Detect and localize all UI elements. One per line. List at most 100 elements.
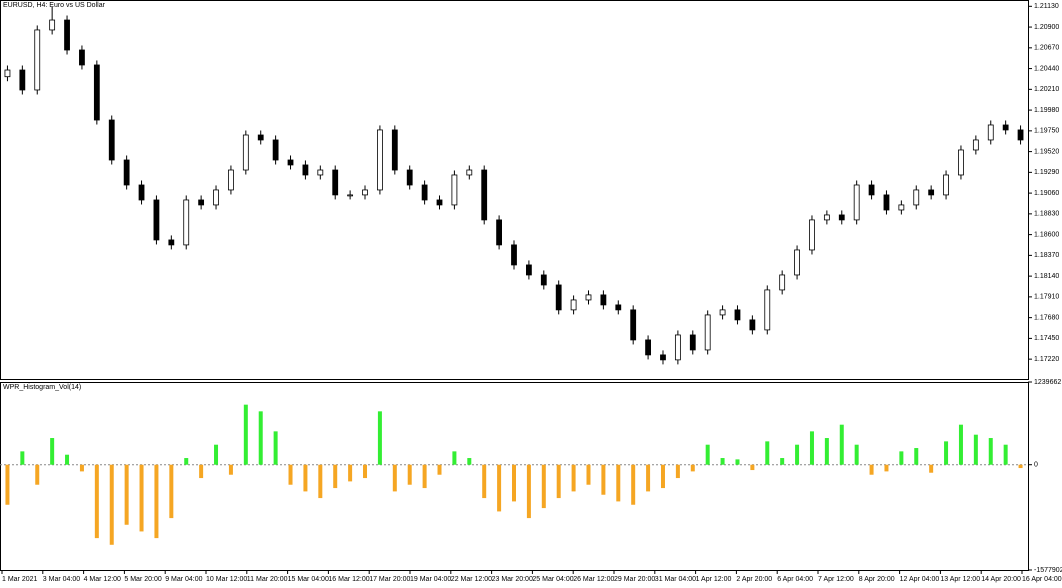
y-tick-label: 1.19980	[1034, 107, 1059, 114]
y-tick-label: 1.20440	[1034, 65, 1059, 72]
histogram-bar	[348, 464, 353, 482]
candle-body	[972, 139, 979, 151]
histogram-bar	[854, 444, 859, 465]
y-tick-label: 1239662	[1034, 379, 1061, 386]
histogram-bar	[243, 404, 248, 465]
histogram-bar	[65, 454, 70, 465]
x-tick-label: 16 Apr 04:00	[1022, 576, 1062, 583]
histogram-bar	[795, 444, 800, 465]
histogram-bar	[318, 464, 323, 499]
candle-body	[823, 214, 830, 221]
histogram-bar	[288, 464, 293, 485]
histogram-bar	[512, 464, 516, 502]
candle-body	[138, 184, 145, 201]
histogram-bar	[422, 464, 427, 489]
candle-body	[853, 184, 860, 221]
histogram-bar	[258, 411, 263, 465]
histogram-bar	[154, 464, 159, 539]
histogram-bar	[452, 451, 457, 465]
histogram-bar	[675, 464, 680, 479]
histogram-bar	[169, 464, 174, 519]
y-tick-label: 1.18370	[1034, 252, 1059, 259]
histogram-bar	[228, 464, 233, 475]
candle-body	[481, 169, 488, 221]
x-tick-label: 25 Mar 04:00	[532, 576, 573, 583]
chart-title: EURUSD, H4: Euro vs US Dollar	[3, 2, 106, 9]
histogram-bar	[929, 464, 934, 473]
histogram-bar	[914, 448, 919, 465]
histogram-bar	[407, 464, 412, 485]
histogram-bar	[541, 464, 546, 509]
y-tick-label: 1.17220	[1034, 356, 1059, 363]
x-tick-label: 1 Apr 12:00	[696, 576, 732, 583]
histogram-bar	[646, 464, 651, 492]
x-tick-label: 8 Apr 20:00	[859, 576, 895, 583]
y-tick-label: 1.19750	[1034, 128, 1059, 135]
x-tick-label: 13 Apr 12:00	[940, 576, 980, 583]
histogram-bar	[437, 464, 442, 475]
candle-body	[749, 319, 756, 331]
candle-body	[1017, 129, 1024, 141]
y-tick-label: 1.19520	[1034, 148, 1059, 155]
candle-body	[928, 189, 935, 196]
candle-body	[600, 294, 607, 306]
histogram-bar	[5, 464, 10, 505]
x-tick-label: 5 Mar 20:00	[124, 576, 161, 583]
candle-body	[362, 189, 368, 196]
candle-body	[645, 339, 651, 356]
candle-body	[630, 309, 637, 341]
x-tick-label: 10 Mar 12:00	[206, 576, 247, 583]
histogram-bar	[735, 459, 740, 465]
y-tick-label: 1.19060	[1034, 190, 1059, 197]
candle-body	[540, 274, 547, 286]
histogram-bar	[467, 458, 472, 465]
candle-body	[511, 244, 517, 266]
histogram-bar	[1003, 444, 1008, 465]
histogram-bar	[988, 438, 993, 465]
candle-body	[585, 294, 592, 301]
histogram-bar	[50, 438, 55, 465]
histogram-bar	[944, 441, 949, 465]
histogram-bar	[273, 431, 278, 465]
histogram-bar	[139, 464, 144, 532]
y-tick-label: 1.17450	[1034, 335, 1059, 342]
histogram-bar	[184, 458, 189, 465]
y-tick-label: 1.18140	[1034, 273, 1059, 280]
candle-body	[764, 289, 771, 331]
histogram-bar	[690, 464, 695, 472]
candle-body	[660, 354, 666, 361]
candle-body	[838, 214, 845, 221]
histogram-bar	[958, 424, 963, 465]
histogram-bar	[1018, 464, 1023, 469]
candle-body	[868, 184, 875, 196]
candle-body	[4, 69, 11, 78]
x-tick-label: 17 Mar 20:00	[369, 576, 410, 583]
histogram-bar	[214, 444, 219, 465]
x-tick-label: 6 Apr 04:00	[777, 576, 813, 583]
histogram-bar	[392, 464, 397, 492]
histogram-bar	[526, 464, 531, 519]
x-tick-label: 15 Mar 04:00	[288, 576, 329, 583]
y-tick-label: 1.17910	[1034, 294, 1059, 301]
y-tick-label: 1.20670	[1034, 45, 1059, 52]
histogram-bar	[899, 451, 904, 465]
histogram-bar	[79, 464, 84, 472]
candle-body	[19, 69, 26, 91]
x-tick-label: 9 Mar 04:00	[165, 576, 202, 583]
candle-body	[436, 199, 443, 206]
histogram-bar	[556, 464, 561, 499]
indicator-title: WPR_Histogram_Vol(14)	[3, 384, 81, 391]
candle-body	[287, 159, 294, 166]
x-tick-label: 14 Apr 20:00	[981, 576, 1021, 583]
histogram-bar	[616, 464, 621, 502]
histogram-bar	[720, 458, 725, 465]
candle-body	[451, 174, 458, 206]
histogram-bar	[780, 458, 785, 465]
candle-body	[302, 164, 309, 176]
histogram-bar	[333, 464, 338, 489]
candle-body	[347, 194, 354, 197]
x-tick-label: 4 Mar 12:00	[84, 576, 121, 583]
histogram-bar	[586, 464, 591, 485]
histogram-bar	[973, 434, 978, 465]
